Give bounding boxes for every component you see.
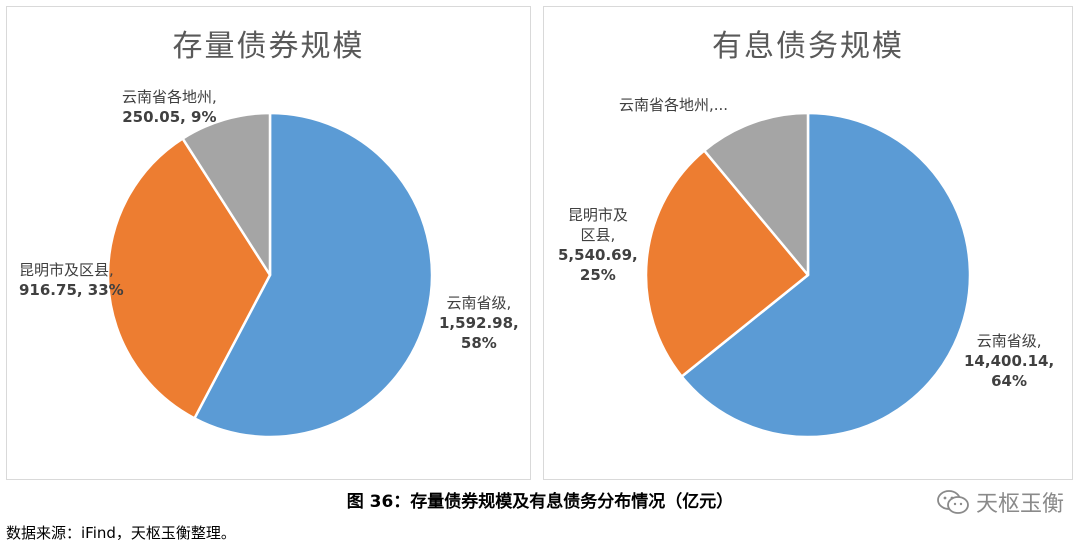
- label-category: 云南省各地州,: [122, 88, 217, 106]
- pie-chart-outstanding-bonds: [106, 111, 434, 439]
- data-label-yunnan-provincial: 云南省级, 1,592.98, 58%: [439, 293, 519, 353]
- label-category: 云南省级,: [976, 332, 1042, 350]
- label-value-percent: 916.75, 33%: [19, 281, 124, 299]
- label-category-line2: 区县,: [580, 226, 616, 244]
- data-label-yunnan-prefectures: 云南省各地州,...: [619, 95, 728, 115]
- wechat-icon: [937, 490, 969, 514]
- chart-title: 有息债务规模: [712, 29, 904, 64]
- label-value: 14,400.14,: [964, 352, 1055, 370]
- slice-yunnan-provincial: [193, 111, 434, 439]
- slice-yunnan-prefectures: [181, 111, 272, 277]
- label-category: 昆明市及区县,: [19, 261, 114, 279]
- label-value: 5,540.69,: [558, 246, 638, 264]
- label-percent: 25%: [579, 266, 616, 284]
- slice-kunming: [106, 137, 272, 420]
- label-value: 1,592.98,: [439, 314, 519, 332]
- data-label-yunnan-prefectures: 云南省各地州, 250.05, 9%: [122, 87, 217, 127]
- chart-panel-outstanding-bonds: 存量债券规模 云南省各地州, 250.05, 9% 昆明市及区县, 916.75…: [6, 6, 531, 480]
- label-value-percent: 250.05, 9%: [122, 108, 217, 126]
- label-category: 云南省级,: [446, 294, 512, 312]
- pie-chart-interest-bearing-debt: [644, 111, 972, 439]
- label-category-line1: 昆明市及: [567, 206, 628, 224]
- data-label-yunnan-provincial: 云南省级, 14,400.14, 64%: [964, 331, 1054, 391]
- figure-caption: 图 36：存量债券规模及有息债务分布情况（亿元）: [346, 492, 734, 512]
- label-percent: 58%: [460, 334, 497, 352]
- data-source-note: 数据来源：iFind，天枢玉衡整理。: [6, 524, 236, 542]
- slice-yunnan-provincial: [680, 111, 972, 439]
- data-label-kunming: 昆明市及区县, 916.75, 33%: [19, 260, 124, 300]
- data-label-kunming: 昆明市及 区县, 5,540.69, 25%: [558, 205, 638, 285]
- slice-kunming: [644, 149, 810, 378]
- label-category: 云南省各地州,...: [619, 96, 729, 114]
- watermark-text: 天枢玉衡: [975, 492, 1064, 517]
- watermark: 天枢玉衡: [936, 486, 1064, 518]
- label-percent: 64%: [991, 372, 1028, 390]
- chart-panel-interest-bearing-debt: 有息债务规模 云南省各地州,... 昆明市及 区县, 5,540.69, 25%…: [543, 6, 1073, 480]
- chart-title: 存量债券规模: [172, 29, 365, 64]
- slice-yunnan-prefectures: [703, 111, 810, 277]
